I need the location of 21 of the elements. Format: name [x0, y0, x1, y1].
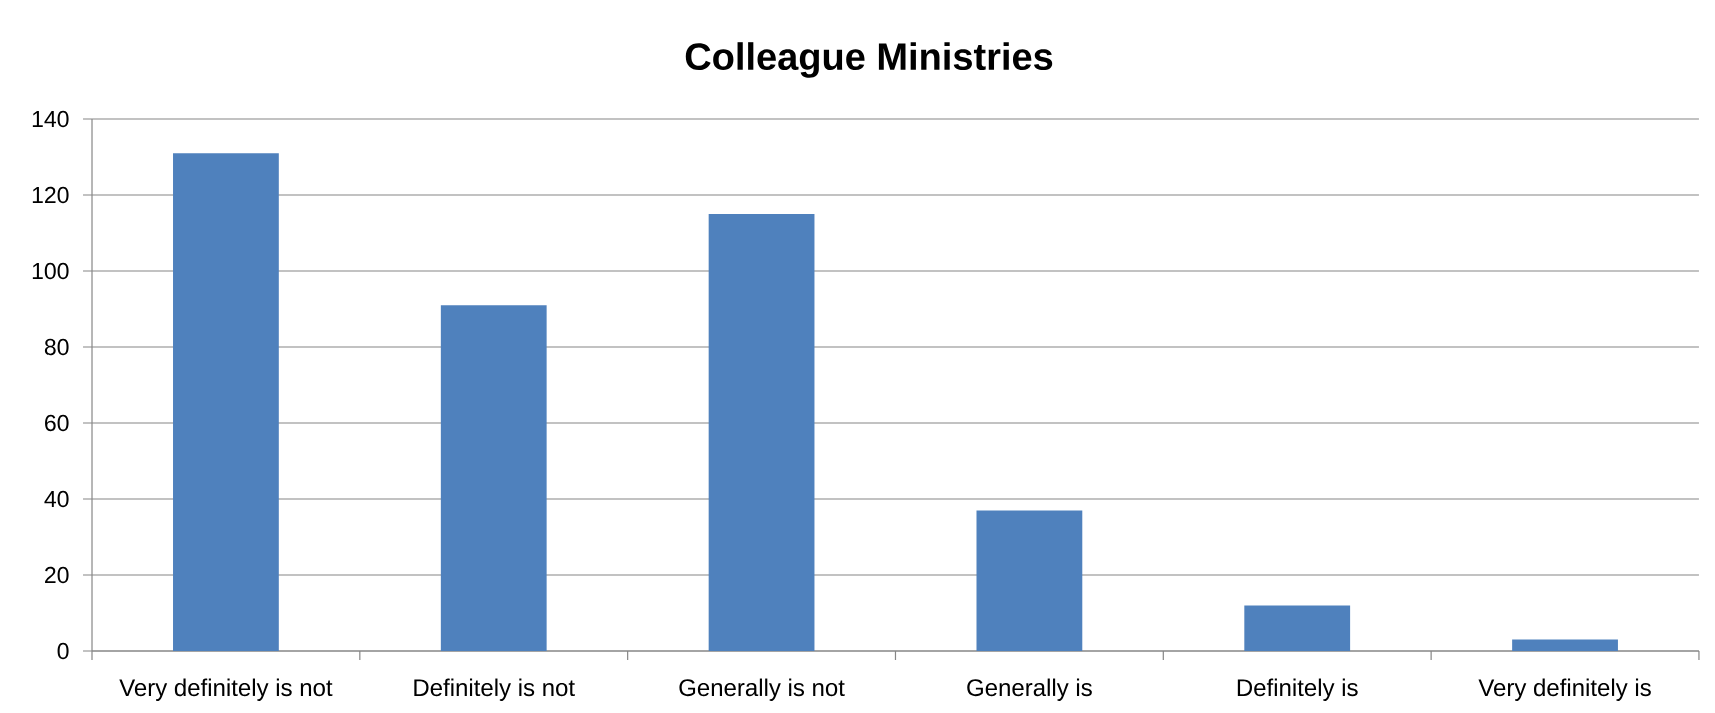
- bar: [173, 153, 279, 651]
- bar: [708, 214, 815, 651]
- chart-title: Colleague Ministries: [685, 42, 1053, 78]
- bar: [976, 510, 1083, 651]
- bar: [1512, 639, 1618, 651]
- x-tick-label: Very definitely is: [1478, 678, 1651, 701]
- bar: [440, 305, 547, 651]
- x-tick-label: Generally is: [967, 678, 1092, 701]
- y-tick-label: 20: [45, 566, 69, 584]
- y-tick-label: 140: [32, 110, 69, 128]
- y-tick-label: 120: [32, 186, 69, 204]
- y-tick-label: 40: [44, 490, 69, 508]
- x-tick-label: Generally is not: [679, 678, 845, 701]
- bar: [1244, 605, 1351, 651]
- y-tick-label: 0: [57, 642, 69, 660]
- y-tick-label: 100: [32, 262, 69, 280]
- x-tick-label: Definitely is: [1237, 678, 1358, 701]
- x-tick-label: Very definitely is not: [119, 678, 333, 701]
- y-tick-label: 80: [44, 338, 69, 356]
- x-tick-label: Definitely is not: [414, 678, 575, 701]
- y-tick-label: 60: [45, 414, 69, 432]
